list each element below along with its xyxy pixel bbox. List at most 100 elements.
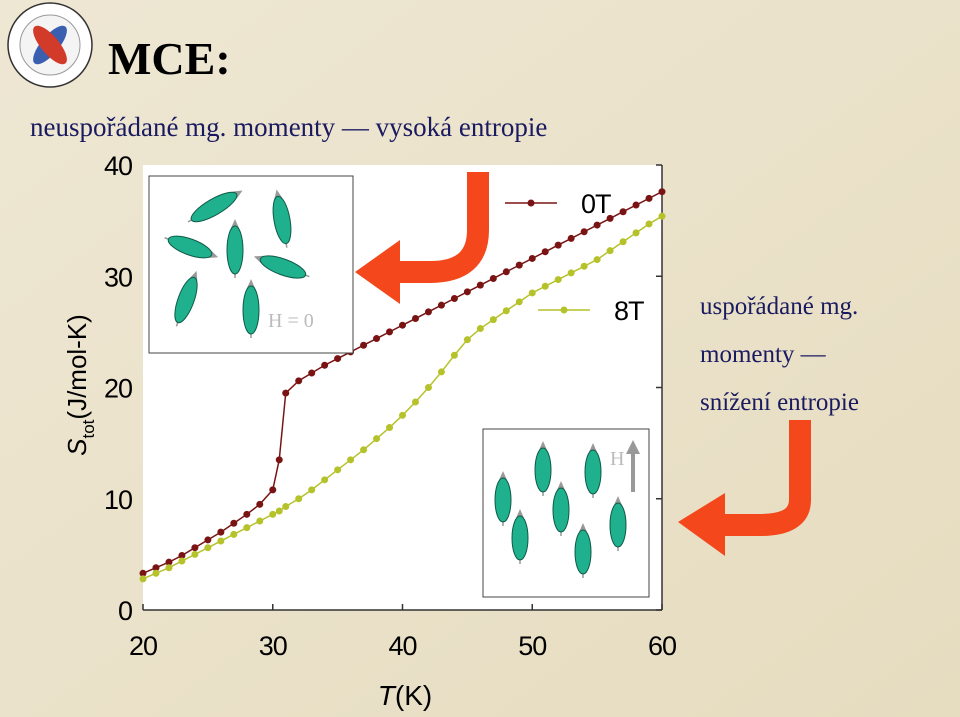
data-point <box>178 551 186 559</box>
data-point <box>386 328 394 336</box>
spin-body <box>574 529 592 575</box>
x-tick-label: 30 <box>259 631 287 661</box>
spin <box>609 496 627 551</box>
data-point <box>632 229 640 237</box>
y-tick-label: 10 <box>104 485 132 515</box>
arrow-right <box>678 420 811 556</box>
data-point <box>554 276 562 284</box>
data-point <box>321 476 329 484</box>
data-point <box>230 530 238 538</box>
data-point <box>347 456 355 464</box>
field-arrow-head <box>626 440 640 454</box>
data-point <box>541 282 549 290</box>
data-point <box>217 528 225 536</box>
data-point <box>658 188 666 196</box>
title: MCE: <box>108 33 231 84</box>
data-point <box>152 564 160 572</box>
data-point <box>567 234 575 242</box>
inset-label: H <box>610 448 624 470</box>
data-point <box>619 208 627 216</box>
y-tick-label: 40 <box>104 151 132 181</box>
data-point <box>593 256 601 264</box>
data-point <box>437 301 445 309</box>
data-point <box>360 341 368 349</box>
data-point <box>256 500 264 508</box>
data-point <box>269 510 277 518</box>
spin-head <box>247 279 255 288</box>
data-point <box>450 295 458 302</box>
data-point <box>275 456 283 464</box>
data-point <box>373 335 381 343</box>
data-point <box>632 201 640 209</box>
data-point <box>606 214 614 222</box>
data-point <box>450 351 458 359</box>
legend-label: 8T <box>614 296 644 326</box>
side-note-line: snížení entropie <box>700 389 859 416</box>
data-point <box>308 486 316 494</box>
spin-head <box>589 443 597 452</box>
data-point <box>463 336 471 344</box>
y-axis-label: Stot(J/mol-K) <box>62 314 98 456</box>
x-label-symbol: T <box>378 680 397 711</box>
data-point <box>152 569 160 577</box>
legend-marker <box>527 199 535 207</box>
data-point <box>424 384 432 391</box>
data-point <box>476 325 484 333</box>
y-tick-label: 30 <box>104 262 132 292</box>
logo <box>7 2 93 88</box>
spin-body <box>494 477 512 523</box>
data-point <box>399 411 406 419</box>
data-point <box>528 254 536 262</box>
data-point <box>243 524 251 532</box>
spin-body <box>190 191 238 223</box>
spin-head <box>539 441 547 450</box>
data-point <box>308 369 316 377</box>
data-point <box>554 241 562 249</box>
spin-body <box>609 502 627 548</box>
spin-body <box>272 195 292 245</box>
y-tick-label: 0 <box>118 596 132 626</box>
spin <box>494 471 512 526</box>
x-tick-label: 50 <box>518 631 546 661</box>
data-point <box>399 321 406 329</box>
spin-head <box>231 219 239 228</box>
data-point <box>411 315 419 323</box>
data-point <box>321 361 329 369</box>
spin-body <box>242 285 260 335</box>
data-point <box>489 316 497 324</box>
data-point <box>217 537 225 545</box>
spin-body <box>226 225 244 275</box>
data-point <box>295 495 303 503</box>
data-point <box>645 220 653 228</box>
data-point <box>191 544 199 552</box>
x-axis-label: T(K) <box>378 680 432 711</box>
y-label-subscript: tot <box>79 419 98 438</box>
data-point <box>593 221 601 229</box>
spin <box>174 270 198 327</box>
x-tick-label: 40 <box>388 631 416 661</box>
spin-body <box>511 515 529 561</box>
subtitle: neuspořádané mg. momenty — vysoká entrop… <box>30 112 547 142</box>
side-note: uspořádané mg. momenty — snížení entropi… <box>700 293 865 416</box>
spin <box>253 255 310 279</box>
spin-body <box>174 276 198 324</box>
data-point <box>275 507 283 515</box>
data-point <box>334 466 342 474</box>
data-point <box>515 261 523 269</box>
data-point <box>658 212 666 220</box>
data-point <box>463 288 471 296</box>
data-point <box>269 486 277 494</box>
spin-head <box>579 523 587 532</box>
legend-marker <box>560 306 568 314</box>
data-point <box>580 262 588 270</box>
data-point <box>502 307 510 315</box>
data-point <box>373 435 381 443</box>
data-point <box>580 228 588 236</box>
data-point <box>295 377 303 385</box>
data-point <box>424 308 432 316</box>
spin-body <box>259 255 307 279</box>
spin-head <box>557 481 565 490</box>
spin <box>534 441 552 496</box>
x-label-unit: (K) <box>395 680 432 711</box>
legend-label: 0T <box>581 189 611 219</box>
